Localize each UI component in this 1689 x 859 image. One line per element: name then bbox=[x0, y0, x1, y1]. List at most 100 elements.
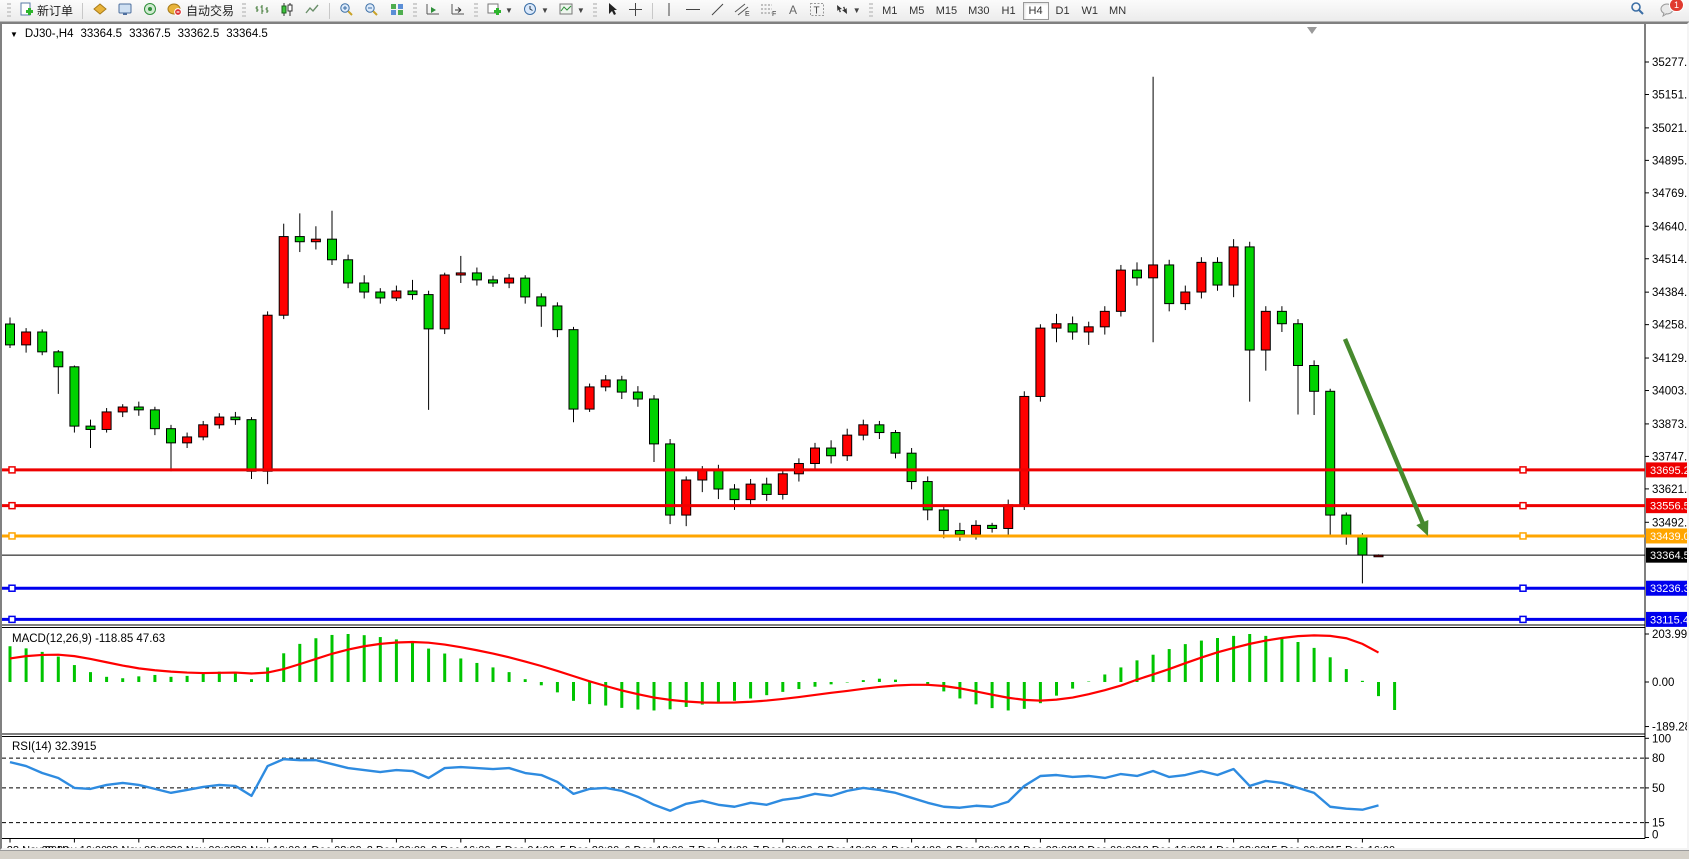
vertical-line-icon bbox=[663, 2, 675, 20]
auto-trading-button[interactable]: 自动交易 bbox=[163, 1, 238, 21]
equidistant-channel-tool-button[interactable]: E bbox=[730, 1, 755, 21]
periods-caret-icon: ▼ bbox=[540, 5, 549, 15]
one-click-collapse-icon[interactable]: ▼ bbox=[10, 29, 18, 39]
svg-text:A: A bbox=[789, 3, 797, 17]
tile-windows-icon bbox=[389, 2, 405, 20]
zoom-out-button[interactable] bbox=[360, 1, 384, 21]
channel-icon: E bbox=[734, 2, 751, 20]
svg-text:9 Dec 04:00: 9 Dec 04:00 bbox=[882, 845, 941, 849]
svg-text:33556.5: 33556.5 bbox=[1650, 501, 1687, 513]
svg-text:12 Dec 08:00: 12 Dec 08:00 bbox=[1008, 845, 1073, 849]
fibonacci-icon: F bbox=[760, 2, 777, 20]
svg-text:33364.5: 33364.5 bbox=[1650, 550, 1687, 562]
timeframe-m30-button[interactable]: M30 bbox=[968, 4, 990, 17]
chart-shift-button[interactable] bbox=[421, 1, 445, 21]
quote-open: 33364.5 bbox=[80, 28, 123, 40]
trendline-tool-button[interactable] bbox=[706, 1, 729, 21]
time-axis: 28 Nov 202228 Nov 16:0029 Nov 08:0030 No… bbox=[7, 838, 1395, 857]
fibonacci-tool-button[interactable]: F bbox=[756, 1, 781, 21]
svg-text:30 Nov 00:00: 30 Nov 00:00 bbox=[170, 845, 235, 849]
text-icon: A bbox=[786, 2, 800, 20]
arrows-tool-button[interactable]: ▼ bbox=[830, 1, 865, 21]
new-chart-icon bbox=[486, 2, 502, 20]
timeframe-d1-button[interactable]: D1 bbox=[1055, 4, 1070, 17]
auto-trading-label: 自动交易 bbox=[186, 4, 235, 18]
search-button[interactable] bbox=[1625, 1, 1649, 21]
crosshair-icon bbox=[628, 2, 643, 20]
symbol-period-label: DJ30-,H4 bbox=[24, 28, 74, 40]
monitor-icon bbox=[117, 2, 133, 20]
svg-text:9 Dec 20:00: 9 Dec 20:00 bbox=[946, 845, 1005, 849]
auto-scroll-button[interactable] bbox=[446, 1, 470, 21]
svg-text:34003.0: 34003.0 bbox=[1652, 386, 1687, 398]
svg-text:203.99: 203.99 bbox=[1652, 629, 1687, 641]
svg-text:33439.0: 33439.0 bbox=[1650, 531, 1687, 543]
templates-button[interactable]: ▼ bbox=[554, 1, 589, 21]
panel-frames bbox=[2, 24, 1646, 839]
crosshair-tool-button[interactable] bbox=[624, 1, 647, 21]
text-tool-button[interactable]: A bbox=[782, 1, 804, 21]
svg-text:8 Dec 12:00: 8 Dec 12:00 bbox=[818, 845, 877, 849]
chart-canvas[interactable]: 35277.0 35151.0 35021.5 34895.5 34769.5 34640… bbox=[2, 24, 1689, 857]
zoom-in-icon bbox=[339, 2, 355, 20]
svg-text:33621.5: 33621.5 bbox=[1652, 484, 1687, 496]
templates-caret-icon: ▼ bbox=[576, 5, 585, 15]
hline-objects: 33695.2 33556.5 33439.0 33364.5 33236.3 33115… bbox=[2, 462, 1689, 627]
notifications-button[interactable]: 1 bbox=[1655, 0, 1684, 21]
timeframe-h4-button[interactable]: H4 bbox=[1022, 1, 1049, 20]
svg-text:15 Dec 16:00: 15 Dec 16:00 bbox=[1330, 845, 1395, 849]
rsi-panel: RSI(14) 32.3915 100 80 50 150 bbox=[2, 733, 1671, 842]
timeframe-w1-button[interactable]: W1 bbox=[1081, 4, 1099, 17]
market-watch-button[interactable] bbox=[113, 1, 137, 21]
new-chart-button[interactable]: ▼ bbox=[482, 1, 517, 21]
svg-text:5 Dec 04:00: 5 Dec 04:00 bbox=[496, 845, 555, 849]
profiles-icon bbox=[92, 2, 108, 20]
cursor-tool-button[interactable] bbox=[601, 1, 623, 21]
periods-button[interactable]: ▼ bbox=[518, 1, 553, 21]
svg-text:2 Dec 16:00: 2 Dec 16:00 bbox=[431, 845, 490, 849]
svg-text:14 Dec 08:00: 14 Dec 08:00 bbox=[1201, 845, 1266, 849]
svg-text:33492.0: 33492.0 bbox=[1652, 517, 1687, 529]
timeframe-h1-button[interactable]: H1 bbox=[1001, 4, 1016, 17]
arrows-icon bbox=[834, 2, 850, 20]
svg-text:50: 50 bbox=[1652, 783, 1665, 795]
timeframe-m5-button[interactable]: M5 bbox=[909, 4, 925, 17]
svg-text:13 Dec 16:00: 13 Dec 16:00 bbox=[1136, 845, 1201, 849]
tile-windows-button[interactable] bbox=[385, 1, 409, 21]
candle-chart-button[interactable] bbox=[275, 1, 299, 21]
auto-trading-icon bbox=[167, 2, 183, 20]
new-order-button[interactable]: 新订单 bbox=[15, 1, 77, 21]
new-order-icon bbox=[19, 2, 34, 20]
new-chart-caret-icon: ▼ bbox=[505, 5, 513, 15]
line-chart-button[interactable] bbox=[300, 1, 324, 21]
svg-text:7 Dec 04:00: 7 Dec 04:00 bbox=[689, 845, 748, 849]
clock-icon bbox=[522, 2, 538, 20]
timeframe-m15-button[interactable]: M15 bbox=[935, 4, 958, 17]
svg-text:33695.2: 33695.2 bbox=[1650, 465, 1687, 477]
svg-text:1 Dec 08:00: 1 Dec 08:00 bbox=[302, 845, 361, 849]
svg-text:33236.3: 33236.3 bbox=[1650, 583, 1687, 595]
bar-chart-button[interactable] bbox=[250, 1, 274, 21]
svg-text:28 Nov 16:00: 28 Nov 16:00 bbox=[42, 845, 107, 849]
horizontal-line-tool-button[interactable] bbox=[681, 1, 705, 21]
vertical-line-tool-button[interactable] bbox=[658, 1, 680, 21]
status-strip bbox=[0, 850, 1689, 859]
templates-icon bbox=[558, 2, 574, 20]
svg-text:80: 80 bbox=[1652, 753, 1665, 765]
trendline-icon bbox=[710, 2, 725, 20]
svg-text:100: 100 bbox=[1652, 733, 1671, 745]
signals-button[interactable] bbox=[138, 1, 162, 21]
candles-layer bbox=[5, 76, 1384, 584]
timeframe-m1-button[interactable]: M1 bbox=[882, 4, 898, 17]
text-label-tool-button[interactable]: T bbox=[805, 1, 829, 21]
svg-text:7 Dec 20:00: 7 Dec 20:00 bbox=[753, 845, 812, 849]
timeframe-mn-button[interactable]: MN bbox=[1109, 4, 1127, 17]
profiles-button[interactable] bbox=[88, 1, 112, 21]
svg-text:34384.5: 34384.5 bbox=[1652, 287, 1687, 299]
bar-chart-icon bbox=[254, 2, 270, 20]
svg-text:2 Dec 00:00: 2 Dec 00:00 bbox=[367, 845, 426, 849]
svg-text:E: E bbox=[745, 11, 750, 17]
svg-text:29 Nov 08:00: 29 Nov 08:00 bbox=[106, 845, 171, 849]
zoom-in-button[interactable] bbox=[335, 1, 359, 21]
svg-text:-189.28: -189.28 bbox=[1652, 722, 1687, 734]
